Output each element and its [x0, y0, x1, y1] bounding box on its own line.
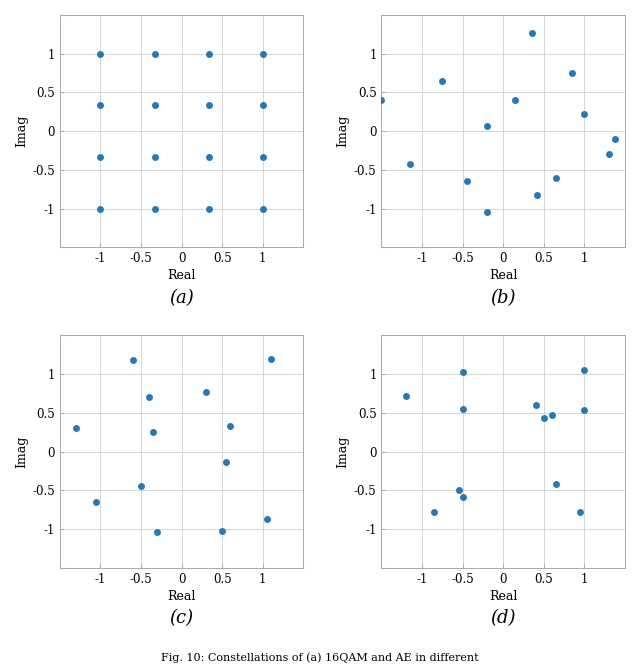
Point: [225, 421, 236, 432]
Text: (c): (c): [170, 609, 194, 627]
Point: [258, 49, 268, 59]
Point: [204, 203, 214, 214]
Point: [204, 152, 214, 163]
Point: [149, 152, 159, 163]
Y-axis label: Imag: Imag: [337, 115, 349, 147]
Point: [532, 189, 543, 200]
X-axis label: Real: Real: [489, 269, 517, 282]
Point: [461, 176, 472, 186]
Point: [482, 121, 492, 131]
Point: [376, 95, 387, 105]
X-axis label: Real: Real: [489, 590, 517, 603]
Point: [95, 152, 106, 163]
Point: [258, 152, 268, 163]
Point: [551, 479, 561, 490]
Point: [95, 49, 106, 59]
Point: [604, 149, 614, 160]
Point: [71, 423, 81, 434]
Point: [149, 203, 159, 214]
Point: [92, 497, 102, 507]
Point: [539, 412, 549, 423]
Point: [458, 366, 468, 377]
Point: [262, 513, 272, 524]
Point: [204, 49, 214, 59]
Point: [128, 355, 138, 366]
Point: [149, 49, 159, 59]
Point: [551, 172, 561, 183]
Point: [610, 134, 620, 145]
Point: [531, 400, 541, 410]
Point: [458, 404, 468, 414]
X-axis label: Real: Real: [168, 590, 196, 603]
Point: [217, 526, 227, 537]
Text: (a): (a): [169, 289, 194, 307]
Y-axis label: Imag: Imag: [337, 436, 349, 468]
Point: [95, 203, 106, 214]
Point: [437, 75, 447, 86]
Point: [429, 507, 439, 517]
Point: [258, 100, 268, 111]
Point: [579, 364, 589, 375]
X-axis label: Real: Real: [168, 269, 196, 282]
Text: Fig. 10: Constellations of (a) 16QAM and AE in different: Fig. 10: Constellations of (a) 16QAM and…: [161, 652, 479, 663]
Point: [266, 354, 276, 364]
Point: [152, 527, 163, 537]
Point: [579, 109, 589, 119]
Point: [404, 159, 415, 169]
Y-axis label: Imag: Imag: [15, 436, 28, 468]
Point: [458, 492, 468, 502]
Point: [144, 392, 154, 403]
Point: [258, 203, 268, 214]
Point: [482, 206, 492, 217]
Point: [547, 410, 557, 420]
Point: [204, 100, 214, 111]
Point: [148, 427, 158, 438]
Point: [510, 95, 520, 105]
Point: [221, 456, 232, 467]
Y-axis label: Imag: Imag: [15, 115, 28, 147]
Text: (d): (d): [490, 609, 516, 627]
Point: [201, 387, 211, 398]
Point: [527, 27, 537, 38]
Point: [567, 68, 577, 79]
Point: [136, 481, 146, 492]
Point: [575, 507, 586, 517]
Point: [453, 484, 463, 495]
Point: [401, 390, 411, 401]
Point: [579, 404, 589, 415]
Point: [95, 100, 106, 111]
Point: [149, 100, 159, 111]
Text: (b): (b): [490, 289, 516, 307]
